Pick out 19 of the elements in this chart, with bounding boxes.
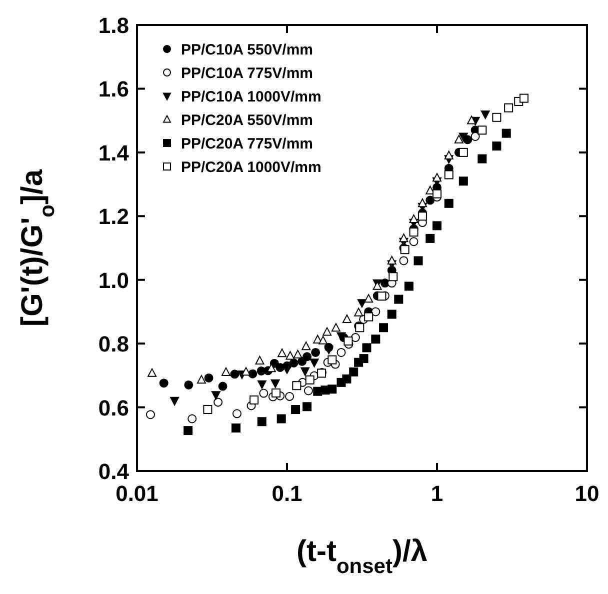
y-tick-label: 1.6 — [98, 76, 129, 102]
y-tick-label: 0.8 — [98, 332, 129, 357]
y-tick-label: 1.2 — [98, 204, 129, 230]
x-tick-label: 0.1 — [272, 481, 302, 506]
x-tick-label: 1 — [430, 481, 444, 506]
y-tick-label: 1.4 — [98, 140, 130, 166]
legend-label: PP/C20A 1000V/mm — [181, 159, 322, 176]
x-tick-label: 10 — [574, 481, 600, 506]
legend-label: PP/C10A 1000V/mm — [181, 88, 322, 106]
legend-label: PP/C20A 550V/mm — [181, 112, 314, 129]
y-tick-label: 0.6 — [98, 395, 129, 420]
legend-label: PP/C10A 775V/mm — [181, 65, 314, 82]
y-tick-label: 1.8 — [98, 13, 129, 38]
y-tick-label: 1.0 — [98, 268, 129, 293]
x-tick-label: 0.01 — [116, 481, 158, 506]
y-tick-label: 0.4 — [98, 459, 130, 484]
x-axis-title: (t-t$_{onset}$)/λ — [296, 535, 428, 578]
legend-label: PP/C20A 775V/mm — [181, 136, 314, 152]
legend-label: PP/C10A 550V/mm — [181, 42, 314, 58]
